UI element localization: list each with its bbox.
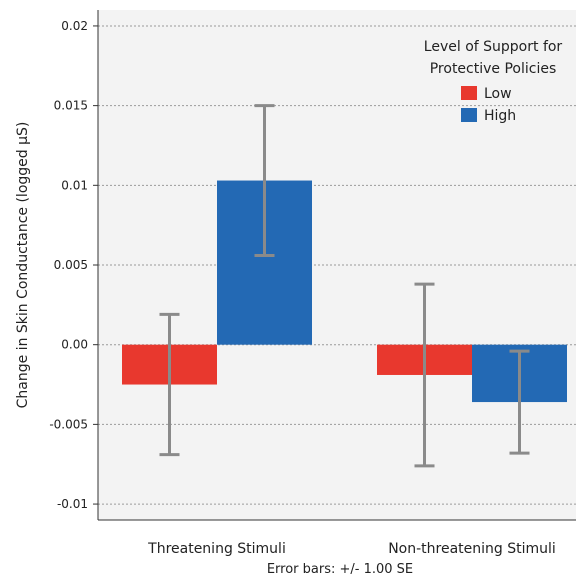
- legend-swatch-high: [461, 108, 477, 122]
- legend-title-line-2: Protective Policies: [430, 61, 557, 77]
- y-tick-label: 0.00: [61, 338, 88, 352]
- y-tick-label: -0.01: [57, 497, 88, 511]
- y-tick-label: 0.01: [61, 178, 88, 192]
- error-bar-footnote: Error bars: +/- 1.00 SE: [267, 562, 413, 577]
- y-axis-ticks: -0.01 -0.005 0.00 0.005 0.01 0.015 0.02: [49, 19, 98, 511]
- legend-label-low: Low: [484, 86, 512, 102]
- legend-title-line-1: Level of Support for: [424, 39, 563, 55]
- error-bars: [159, 104, 530, 468]
- y-tick-label: 0.02: [61, 19, 88, 33]
- y-tick-label: -0.005: [49, 417, 88, 431]
- x-axis-category-labels: Threatening Stimuli Non-threatening Stimu…: [147, 541, 556, 557]
- y-axis-label: Change in Skin Conductance (logged µS): [15, 122, 31, 409]
- x-category-label: Non-threatening Stimuli: [388, 541, 556, 557]
- legend-label-high: High: [484, 108, 516, 124]
- y-tick-label: 0.015: [54, 99, 88, 113]
- x-category-label: Threatening Stimuli: [147, 541, 286, 557]
- legend: Level of Support for Protective Policies…: [424, 39, 563, 124]
- legend-swatch-low: [461, 86, 477, 100]
- plot-background: [98, 10, 576, 520]
- y-tick-label: 0.005: [54, 258, 88, 272]
